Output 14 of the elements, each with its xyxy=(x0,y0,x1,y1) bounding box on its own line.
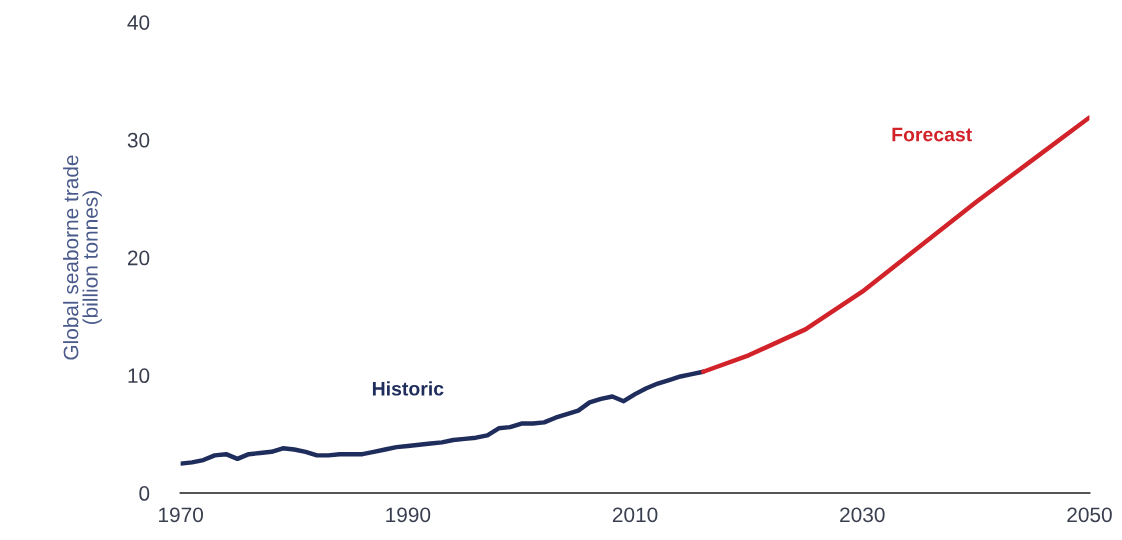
y-tick-label: 10 xyxy=(128,368,150,384)
y-axis-title: Global seaborne trade (billion tonnes) xyxy=(63,155,102,360)
y-tick-label: 30 xyxy=(127,132,150,148)
x-tick-label: 2030 xyxy=(840,507,885,523)
x-tick-label: 2050 xyxy=(1067,507,1112,523)
text: Historic xyxy=(372,381,444,396)
x-tick-label: 1990 xyxy=(386,507,431,523)
text: Forecast xyxy=(892,127,972,142)
line-series xyxy=(700,115,1090,374)
y-tick-label: 0 xyxy=(139,486,150,501)
y-tick-label: 40 xyxy=(127,15,150,30)
y-tick-label: 20 xyxy=(127,250,150,266)
x-tick-label: 1970 xyxy=(159,507,203,523)
x-tick-label: 2010 xyxy=(612,507,658,523)
